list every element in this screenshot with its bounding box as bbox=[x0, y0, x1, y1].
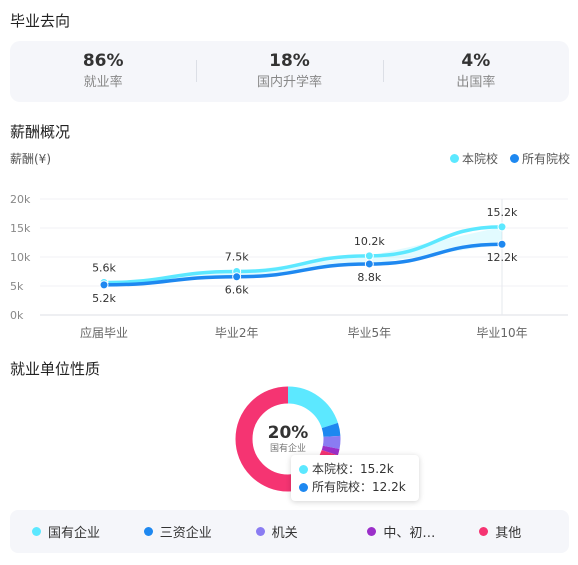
salary-legend: 本院校 所有院校 bbox=[449, 150, 570, 167]
legend-label: 所有院校 bbox=[521, 152, 570, 166]
legend-label: 三资企业 bbox=[159, 526, 212, 541]
legend-item-state-owned[interactable]: 国有企业 bbox=[10, 522, 122, 541]
donut-slice[interactable] bbox=[235, 386, 341, 492]
salary-line-chart[interactable]: 0k 5k 10k 15k 20k 应届毕业 毕业2年 毕业5年 毕业10年 5.6k 7.5k 10… bbox=[0, 180, 578, 350]
legend-item-foreign-invested[interactable]: 三资企业 bbox=[122, 522, 234, 541]
series-line bbox=[102, 242, 504, 287]
legend-dot-icon bbox=[255, 527, 265, 536]
y-tick-label: 0k bbox=[10, 309, 24, 322]
stat-label: 就业率 bbox=[83, 75, 123, 90]
employer-legend: 国有企业 三资企业 机关 中、初… 其他 bbox=[10, 510, 569, 553]
data-point bbox=[232, 272, 242, 282]
salary-unit-label: 薪酬(¥) bbox=[10, 152, 51, 166]
data-label: 6.6k bbox=[225, 284, 249, 297]
stat-abroad-rate: 4% 出国率 bbox=[382, 50, 569, 93]
tooltip-row: 本院校：15.2k bbox=[299, 460, 411, 478]
legend-label: 机关 bbox=[271, 526, 298, 541]
data-label: 8.8k bbox=[357, 271, 381, 284]
x-tick-label: 毕业2年 bbox=[215, 326, 259, 340]
legend-item-other[interactable]: 其他 bbox=[457, 522, 569, 541]
series-area bbox=[104, 226, 502, 285]
graduation-title: 毕业去向 bbox=[10, 12, 71, 30]
stat-value: 86% bbox=[82, 51, 124, 71]
data-point bbox=[364, 251, 374, 261]
tooltip-text: 所有院校：12.2k bbox=[312, 480, 406, 494]
salary-title: 薪酬概况 bbox=[10, 123, 71, 141]
donut-center-value: 20% bbox=[267, 423, 309, 443]
stat-domestic-study-rate: 18% 国内升学率 bbox=[196, 50, 382, 93]
tooltip-text: 本院校：15.2k bbox=[312, 462, 394, 476]
legend-label: 国有企业 bbox=[48, 526, 101, 541]
legend-dot-icon bbox=[479, 527, 489, 536]
donut-center-label: 国有企业 bbox=[269, 444, 306, 454]
chart-tooltip: 本院校：15.2k 所有院校：12.2k bbox=[291, 455, 419, 501]
donut-center: 20% 国有企业 bbox=[258, 423, 318, 455]
y-tick-label: 10k bbox=[10, 251, 31, 264]
legend-dot-icon bbox=[367, 527, 377, 536]
x-tick-label: 毕业10年 bbox=[476, 326, 527, 340]
legend-item-schools[interactable]: 中、初… bbox=[345, 522, 457, 541]
employer-title: 就业单位性质 bbox=[10, 360, 101, 378]
legend-item-all-schools[interactable]: 所有院校 bbox=[509, 150, 570, 167]
legend-dot-icon bbox=[449, 154, 459, 163]
legend-label: 本院校 bbox=[461, 152, 498, 166]
data-label: 12.2k bbox=[487, 251, 518, 264]
tooltip-dot-icon bbox=[299, 464, 308, 474]
data-label: 10.2k bbox=[354, 235, 385, 248]
data-label: 7.5k bbox=[225, 251, 249, 264]
stat-value: 18% bbox=[269, 51, 310, 71]
employer-donut-chart[interactable] bbox=[232, 383, 344, 495]
legend-dot-icon bbox=[32, 527, 41, 536]
data-point bbox=[99, 280, 109, 290]
y-tick-label: 15k bbox=[10, 222, 31, 235]
stat-label: 国内升学率 bbox=[256, 75, 322, 90]
x-tick-label: 毕业5年 bbox=[348, 326, 392, 340]
data-label: 5.2k bbox=[92, 292, 116, 305]
tooltip-row: 所有院校：12.2k bbox=[299, 478, 411, 496]
stat-label: 出国率 bbox=[456, 75, 496, 90]
data-label: 5.6k bbox=[92, 262, 116, 275]
y-tick-label: 5k bbox=[10, 280, 24, 293]
legend-dot-icon bbox=[509, 154, 519, 163]
legend-label: 中、初… bbox=[383, 526, 436, 541]
data-point bbox=[497, 239, 507, 249]
data-label: 15.2k bbox=[487, 206, 518, 219]
legend-dot-icon bbox=[143, 527, 153, 536]
y-tick-label: 20k bbox=[10, 193, 31, 206]
series-line bbox=[102, 225, 504, 285]
stat-value: 4% bbox=[461, 51, 491, 71]
legend-item-government[interactable]: 机关 bbox=[234, 522, 346, 541]
data-point bbox=[364, 259, 374, 269]
stat-employment-rate: 86% 就业率 bbox=[10, 50, 196, 93]
tooltip-dot-icon bbox=[299, 482, 308, 492]
legend-item-this-school[interactable]: 本院校 bbox=[449, 150, 498, 167]
donut-slice[interactable] bbox=[235, 386, 341, 492]
data-point bbox=[497, 222, 507, 232]
legend-label: 其他 bbox=[495, 526, 522, 541]
x-tick-label: 应届毕业 bbox=[80, 325, 128, 340]
graduation-stats-card: 86% 就业率 18% 国内升学率 4% 出国率 bbox=[10, 41, 569, 102]
